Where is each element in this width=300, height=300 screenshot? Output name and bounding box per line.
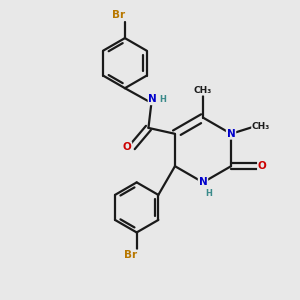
Text: N: N <box>199 177 207 188</box>
Text: H: H <box>159 95 166 104</box>
Text: CH₃: CH₃ <box>252 122 270 131</box>
Text: N: N <box>227 129 236 139</box>
Text: Br: Br <box>112 10 126 20</box>
Text: O: O <box>258 161 267 171</box>
Text: CH₃: CH₃ <box>194 86 212 95</box>
Text: Br: Br <box>124 250 137 260</box>
Text: O: O <box>123 142 131 152</box>
Text: H: H <box>206 189 212 198</box>
Text: N: N <box>148 94 157 104</box>
